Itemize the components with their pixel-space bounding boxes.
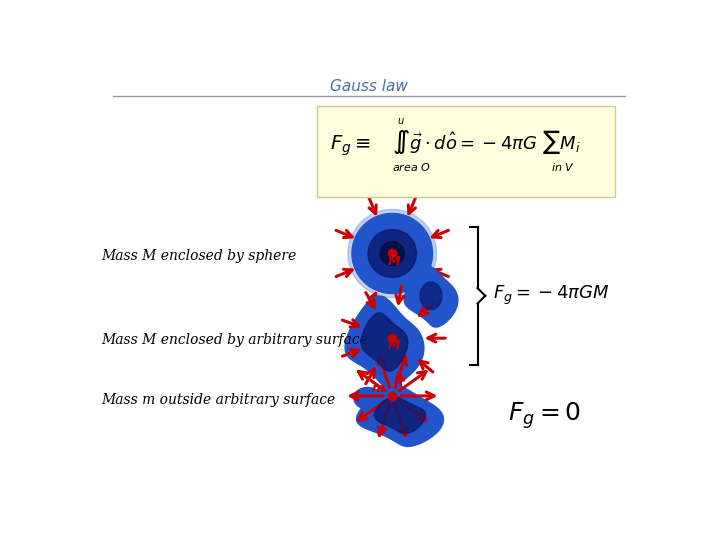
Text: $F_g=0$: $F_g=0$ [508,400,582,430]
FancyBboxPatch shape [317,106,615,197]
Text: Mass M enclosed by sphere: Mass M enclosed by sphere [102,249,297,263]
Ellipse shape [354,387,381,409]
Text: $u$: $u$ [397,117,405,126]
Text: M: M [387,255,400,268]
Ellipse shape [380,241,405,266]
Text: Mass m outside arbitrary surface: Mass m outside arbitrary surface [102,393,336,407]
Polygon shape [345,296,424,388]
Ellipse shape [352,213,433,294]
Text: $F_g \equiv$: $F_g \equiv$ [330,133,371,158]
Text: m: m [372,382,384,395]
Text: Gauss law: Gauss law [330,79,408,93]
Text: $\int\!\!\!\int \vec{g}\cdot d\hat{o}=-4\pi G\ \sum M_i$: $\int\!\!\!\int \vec{g}\cdot d\hat{o}=-4… [392,128,581,156]
Text: $in\ V$: $in\ V$ [551,161,575,173]
Text: Mass M enclosed by arbitrary surface: Mass M enclosed by arbitrary surface [102,334,369,347]
Ellipse shape [348,210,436,298]
Ellipse shape [368,230,416,278]
Text: $area\ O$: $area\ O$ [392,161,431,173]
Text: $F_g=-4\pi GM$: $F_g=-4\pi GM$ [493,284,609,307]
Text: M: M [387,339,400,353]
Polygon shape [404,265,458,327]
Polygon shape [356,384,444,447]
Polygon shape [374,397,426,434]
Polygon shape [361,313,408,371]
Ellipse shape [420,282,442,309]
